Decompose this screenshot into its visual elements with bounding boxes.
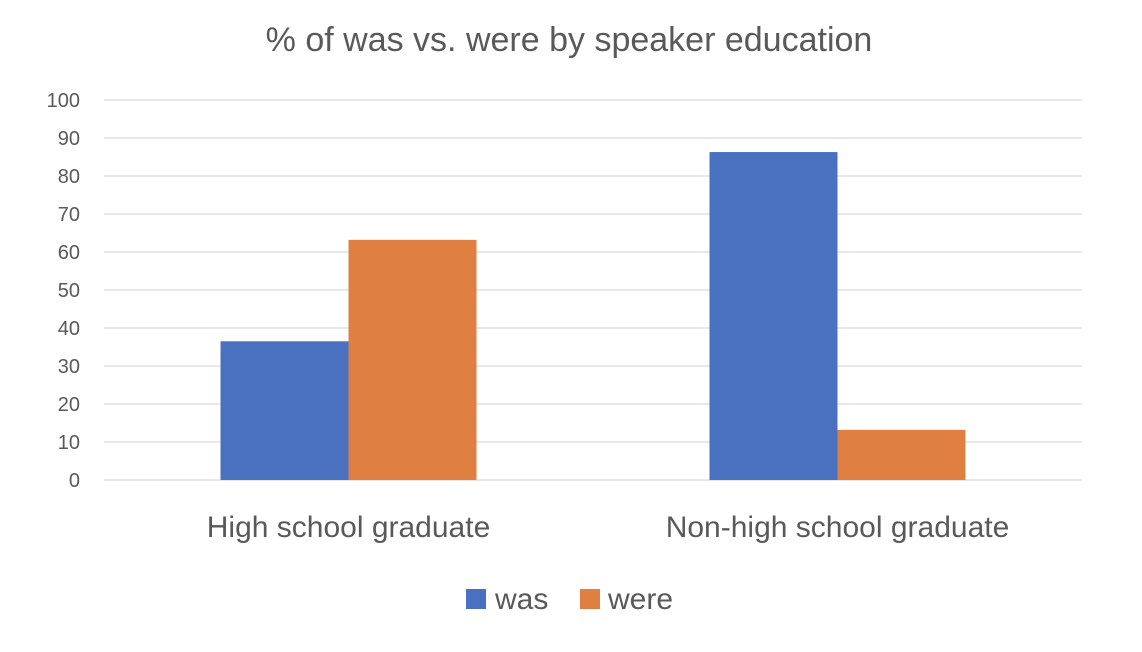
y-tick-label: 100 bbox=[47, 90, 80, 112]
legend: was were bbox=[466, 583, 673, 616]
chart-title: % of was vs. were by speaker education bbox=[266, 21, 873, 59]
x-axis-tick-labels: High school graduate Non-high school grad… bbox=[207, 511, 1010, 544]
y-tick-label: 80 bbox=[58, 166, 80, 188]
bar-were-0 bbox=[348, 239, 477, 480]
y-tick-label: 0 bbox=[69, 470, 80, 492]
y-tick-label: 20 bbox=[58, 394, 80, 416]
legend-swatch-were bbox=[580, 589, 600, 609]
bar-was-0 bbox=[220, 341, 349, 480]
legend-label-were: were bbox=[607, 583, 673, 616]
y-axis-tick-labels: 0 10 20 30 40 50 60 70 80 90 100 bbox=[47, 90, 80, 492]
x-tick-label: Non-high school graduate bbox=[666, 511, 1010, 544]
y-tick-label: 60 bbox=[58, 242, 80, 264]
x-tick-label: High school graduate bbox=[207, 511, 491, 544]
y-tick-label: 70 bbox=[58, 204, 80, 226]
y-tick-label: 50 bbox=[58, 280, 80, 302]
legend-swatch-was bbox=[466, 589, 486, 609]
y-tick-label: 10 bbox=[58, 432, 80, 454]
y-tick-label: 90 bbox=[58, 128, 80, 150]
legend-label-was: was bbox=[494, 583, 548, 616]
bar-were-1 bbox=[837, 429, 966, 480]
y-tick-label: 40 bbox=[58, 318, 80, 340]
bar-was-1 bbox=[709, 152, 838, 480]
bars bbox=[220, 152, 966, 480]
y-tick-label: 30 bbox=[58, 356, 80, 378]
